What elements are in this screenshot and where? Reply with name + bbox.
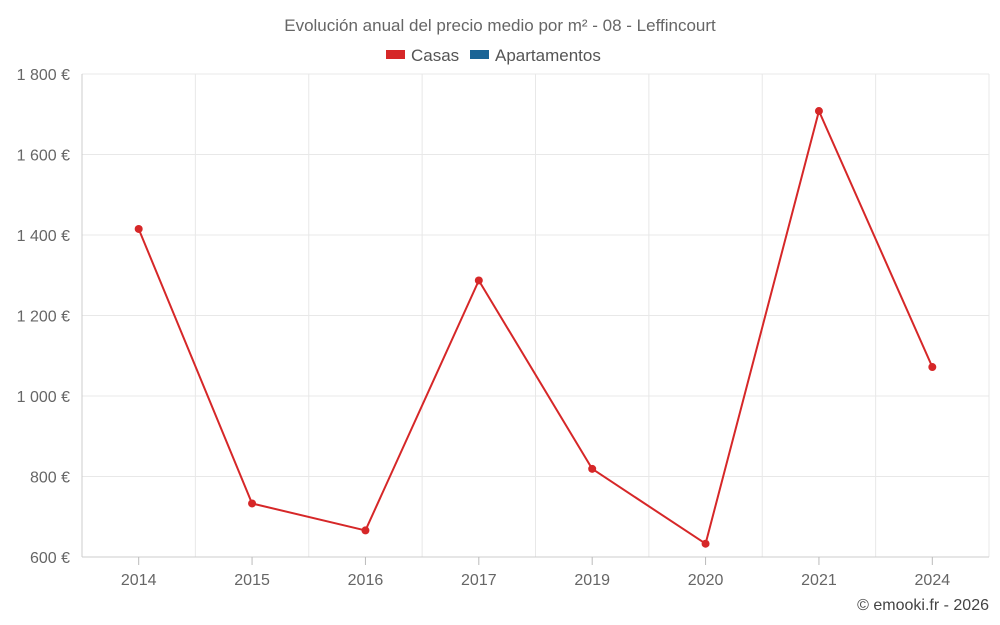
y-tick-label: 1 400 € [17, 228, 70, 245]
data-point[interactable] [134, 224, 143, 233]
y-tick-label: 1 800 € [17, 67, 70, 84]
chart-title: Evolución anual del precio medio por m² … [284, 16, 716, 35]
legend-label-0[interactable]: Casas [411, 46, 459, 65]
x-tick-label: 2016 [348, 572, 384, 589]
legend-swatch-0 [386, 50, 405, 59]
legend: Casas Apartamentos [386, 46, 601, 65]
data-point[interactable] [248, 499, 257, 508]
x-tick-label: 2017 [461, 572, 497, 589]
legend-label-1[interactable]: Apartamentos [495, 46, 601, 65]
x-tick-label: 2019 [574, 572, 610, 589]
y-tick-label: 1 200 € [17, 309, 70, 326]
data-point[interactable] [701, 539, 710, 548]
x-tick-label: 2021 [801, 572, 837, 589]
x-tick-label: 2020 [688, 572, 724, 589]
credit-text: © emooki.fr - 2026 [857, 597, 989, 614]
y-tick-label: 1 600 € [17, 148, 70, 165]
x-tick-label: 2014 [121, 572, 157, 589]
series-line-0 [137, 110, 934, 545]
x-tick-label: 2015 [234, 572, 270, 589]
y-tick-label: 1 000 € [17, 389, 70, 406]
data-point[interactable] [928, 363, 937, 372]
x-axis-tick-labels: 2014 2015 2016 2017 2019 2020 2021 2024 [121, 572, 950, 589]
y-tick-label: 800 € [30, 470, 70, 487]
legend-swatch-1 [470, 50, 489, 59]
y-tick-label: 600 € [30, 550, 70, 567]
series-group [134, 107, 937, 548]
data-point[interactable] [474, 276, 483, 285]
data-point[interactable] [588, 464, 597, 473]
axes [81, 74, 989, 565]
x-tick-label: 2024 [915, 572, 951, 589]
y-axis-tick-labels: 600 € 800 € 1 000 € 1 200 € 1 400 € 1 600 € 1 … [17, 67, 70, 567]
data-point[interactable] [361, 526, 370, 535]
data-point[interactable] [814, 107, 823, 116]
